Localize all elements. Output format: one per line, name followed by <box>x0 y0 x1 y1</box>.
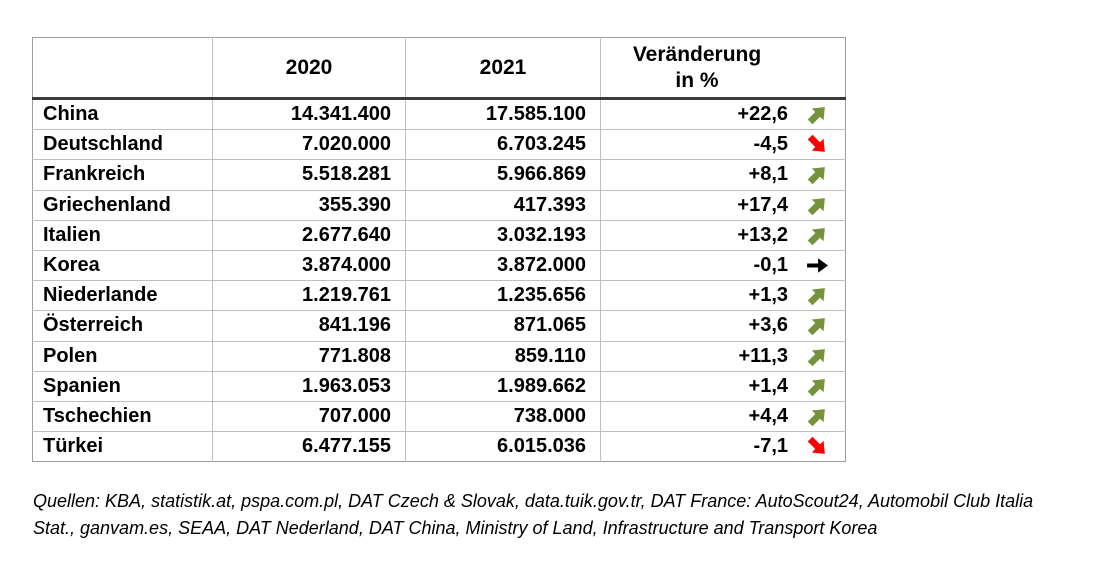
table-row: Deutschland 7.020.000 6.703.245 -4,5 <box>32 129 846 160</box>
value-2021-cell: 738.000 <box>405 400 601 432</box>
value-2020-cell: 771.808 <box>212 340 406 372</box>
table-row: Türkei 6.477.155 6.015.036 -7,1 <box>32 431 846 462</box>
value-2020-cell: 707.000 <box>212 400 406 432</box>
country-cell: Türkei <box>32 431 213 462</box>
change-cell: +13,2 <box>600 219 846 251</box>
change-value: -7,1 <box>753 435 788 458</box>
header-change-line2: in % <box>675 68 719 92</box>
change-value: -4,5 <box>753 133 788 156</box>
table-row: Italien 2.677.640 3.032.193 +13,2 <box>32 219 846 251</box>
trend-down-arrow-icon <box>805 132 830 157</box>
value-2021-cell: 17.585.100 <box>405 98 601 130</box>
country-cell: Frankreich <box>32 159 213 191</box>
table-row: Polen 771.808 859.110 +11,3 <box>32 340 846 372</box>
value-2020-cell: 2.677.640 <box>212 219 406 251</box>
change-cell: +3,6 <box>600 310 846 341</box>
value-2020-cell: 7.020.000 <box>212 129 406 160</box>
country-cell: Griechenland <box>32 189 213 221</box>
sources-note: Quellen: KBA, statistik.at, pspa.com.pl,… <box>33 491 1034 538</box>
table-row: Frankreich 5.518.281 5.966.869 +8,1 <box>32 159 846 191</box>
country-cell: Korea <box>32 249 213 281</box>
trend-up-arrow-icon <box>805 223 830 248</box>
table-row: Niederlande 1.219.761 1.235.656 +1,3 <box>32 280 846 311</box>
trend-up-arrow-icon <box>805 162 830 187</box>
value-2021-cell: 6.703.245 <box>405 129 601 160</box>
trend-up-arrow-icon <box>805 344 830 369</box>
trend-up-arrow-icon <box>805 283 830 308</box>
change-value: -0,1 <box>753 254 788 277</box>
change-value: +4,4 <box>748 404 788 427</box>
trend-up-arrow-icon <box>805 102 830 127</box>
change-value: +3,6 <box>748 314 788 337</box>
table-row: Österreich 841.196 871.065 +3,6 <box>32 310 846 341</box>
country-cell: Deutschland <box>32 129 213 160</box>
value-2021-cell: 1.235.656 <box>405 280 601 311</box>
table-row: Griechenland 355.390 417.393 +17,4 <box>32 189 846 221</box>
country-cell: Österreich <box>32 310 213 341</box>
change-value: +8,1 <box>748 163 788 186</box>
change-value: +17,4 <box>737 193 788 216</box>
country-cell: Tschechien <box>32 400 213 432</box>
header-country <box>32 37 213 100</box>
change-value: +1,4 <box>748 374 788 397</box>
value-2021-cell: 871.065 <box>405 310 601 341</box>
change-cell: +1,4 <box>600 370 846 402</box>
change-cell: +1,3 <box>600 280 846 311</box>
change-cell: +22,6 <box>600 98 846 130</box>
registrations-table: 2020 2021 Veränderung in % China 14.341.… <box>32 37 846 463</box>
trend-up-arrow-icon <box>805 193 830 218</box>
table-body: China 14.341.400 17.585.100 +22,6 Deutsc… <box>32 98 846 462</box>
table-row: Spanien 1.963.053 1.989.662 +1,4 <box>32 370 846 402</box>
table-row: China 14.341.400 17.585.100 +22,6 <box>33 98 846 130</box>
value-2020-cell: 841.196 <box>212 310 406 341</box>
value-2021-cell: 859.110 <box>405 340 601 372</box>
table-row: Tschechien 707.000 738.000 +4,4 <box>32 400 846 432</box>
value-2021-cell: 3.872.000 <box>405 249 601 281</box>
table-header: 2020 2021 Veränderung in % <box>32 37 846 100</box>
change-cell: +8,1 <box>600 159 846 191</box>
header-2020: 2020 <box>212 37 406 100</box>
trend-flat-arrow-icon <box>805 253 830 278</box>
change-value: +11,3 <box>738 344 788 367</box>
value-2021-cell: 417.393 <box>405 189 601 221</box>
country-cell: Polen <box>32 340 213 372</box>
trend-up-arrow-icon <box>805 404 830 429</box>
change-cell: +17,4 <box>600 189 846 221</box>
value-2020-cell: 1.219.761 <box>212 280 406 311</box>
header-row: 2020 2021 Veränderung in % <box>32 37 846 100</box>
change-cell: -0,1 <box>600 249 846 281</box>
trend-down-arrow-icon <box>805 434 830 459</box>
country-cell: China <box>43 103 99 126</box>
country-cell: Niederlande <box>32 280 213 311</box>
table-row: Korea 3.874.000 3.872.000 -0,1 <box>32 249 846 281</box>
value-2021-cell: 3.032.193 <box>405 219 601 251</box>
value-2020-cell: 6.477.155 <box>212 431 406 462</box>
value-2020-cell: 14.341.400 <box>212 98 406 130</box>
value-2020-cell: 5.518.281 <box>212 159 406 191</box>
change-cell: +4,4 <box>600 400 846 432</box>
change-cell: -4,5 <box>600 129 846 160</box>
value-2021-cell: 5.966.869 <box>405 159 601 191</box>
value-2020-cell: 1.963.053 <box>212 370 406 402</box>
change-value: +1,3 <box>748 284 788 307</box>
value-2020-cell: 3.874.000 <box>212 249 406 281</box>
header-change: Veränderung in % <box>600 37 846 100</box>
header-change-line1: Veränderung <box>632 42 762 66</box>
change-cell: -7,1 <box>600 431 846 462</box>
change-value: +22,6 <box>737 103 788 126</box>
change-cell: +11,3 <box>600 340 846 372</box>
value-2021-cell: 1.989.662 <box>405 370 601 402</box>
trend-up-arrow-icon <box>805 374 830 399</box>
country-cell: Spanien <box>32 370 213 402</box>
value-2020-cell: 355.390 <box>212 189 406 221</box>
change-value: +13,2 <box>737 223 788 246</box>
header-2021: 2021 <box>405 37 601 100</box>
country-cell: Italien <box>32 219 213 251</box>
value-2021-cell: 6.015.036 <box>405 431 601 462</box>
trend-up-arrow-icon <box>805 313 830 338</box>
